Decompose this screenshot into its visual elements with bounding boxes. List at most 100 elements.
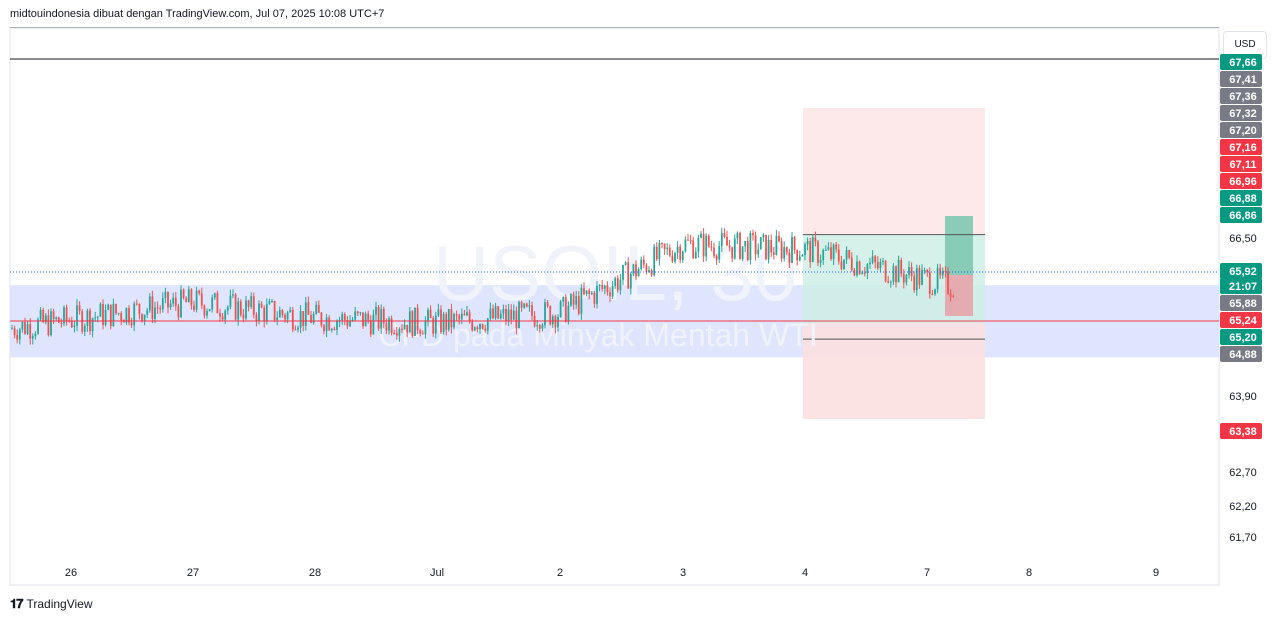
candle-body [325,317,328,332]
candle-body [268,301,271,305]
candle-body [832,244,835,260]
candle-body [419,330,422,334]
candle-body [242,314,245,319]
candle-body [892,266,895,282]
candle-body [31,336,34,339]
candle-body [512,310,515,320]
candle-body [393,332,396,334]
price-tag [1220,173,1262,189]
candle-body [297,327,299,330]
candle-body [541,325,544,329]
candle-body [681,251,684,260]
candle-body [804,244,806,256]
candle-body [897,259,900,283]
price-tag [1220,54,1262,70]
candle-body [369,320,372,335]
candle-body [676,246,679,253]
tradingview-brand[interactable]: 𝟏𝟕 TradingView [10,596,93,612]
candle-body [827,247,830,250]
candle-body [915,268,918,291]
y-tick-label: 67,66 [1229,57,1257,69]
x-tick-label: 7 [924,567,930,579]
candle-body [806,240,809,245]
candle-body [37,319,39,334]
candle-body [947,271,949,294]
candle-body [707,235,710,247]
x-tick-label: 2 [557,567,563,579]
candle-body [905,274,908,283]
y-tick-label: 65,20 [1229,332,1257,344]
candle-body [845,250,848,260]
candle-body [850,257,853,271]
candle-body [213,293,216,298]
candle-body [754,235,757,255]
candle-body [515,310,518,329]
candle-body [299,311,302,328]
candle-body [294,329,297,331]
candle-body [603,285,606,289]
x-tick-label: 8 [1026,567,1032,579]
y-tick-label: 66,88 [1229,193,1257,205]
candle-body [863,272,866,274]
price-tag [1220,156,1262,172]
candle-body [931,294,934,296]
candles [11,227,955,345]
candle-body [148,296,151,311]
candle-body [525,303,528,307]
x-tick-label: 26 [65,567,77,579]
candle-body [128,308,130,323]
candle-body [497,306,500,319]
candle-body [499,313,502,319]
candle-body [466,312,468,316]
candle-body [780,241,783,259]
price-tag [1220,423,1262,439]
candle-body [819,260,822,263]
candle-body [343,314,346,321]
candle-body [156,307,159,309]
candle-body [741,246,744,259]
candle-body [728,245,731,248]
candle-body [783,247,786,259]
candle-body [408,311,411,333]
candle-body [791,236,793,263]
x-tick-label: 27 [187,567,199,579]
candle-body [619,279,622,290]
candle-body [801,255,804,257]
candle-body [169,303,172,308]
candle-body [570,294,572,306]
candle-body [278,309,281,318]
candle-body [546,302,549,306]
candle-body [479,324,481,330]
candle-body [564,297,567,322]
candle-body [616,278,619,290]
y-tick-label: 61,70 [1229,532,1257,544]
candle-body [726,236,728,246]
candle-body [528,305,531,307]
candle-body [567,305,570,322]
candle-body [104,309,107,326]
candle-body [247,300,250,307]
candle-body [42,309,45,323]
price-tag [1220,88,1262,104]
candle-body [458,315,461,320]
candle-body [232,294,234,296]
candle-body [203,305,206,316]
candle-body [926,269,929,273]
candle-body [26,324,29,334]
x-tick-label: 3 [680,567,686,579]
candle-body [151,296,154,319]
candle-body [411,311,414,337]
candle-body [135,303,138,305]
candle-body [697,237,700,252]
candle-body [206,311,208,316]
candle-body [120,313,123,321]
candle-body [289,309,292,313]
candle-body [908,266,910,275]
candle-body [835,244,838,250]
candle-body [83,325,86,332]
candle-body [663,243,666,250]
candle-body [328,317,331,331]
candle-body [185,298,188,303]
y-tick-label: 65,92 [1229,266,1257,278]
